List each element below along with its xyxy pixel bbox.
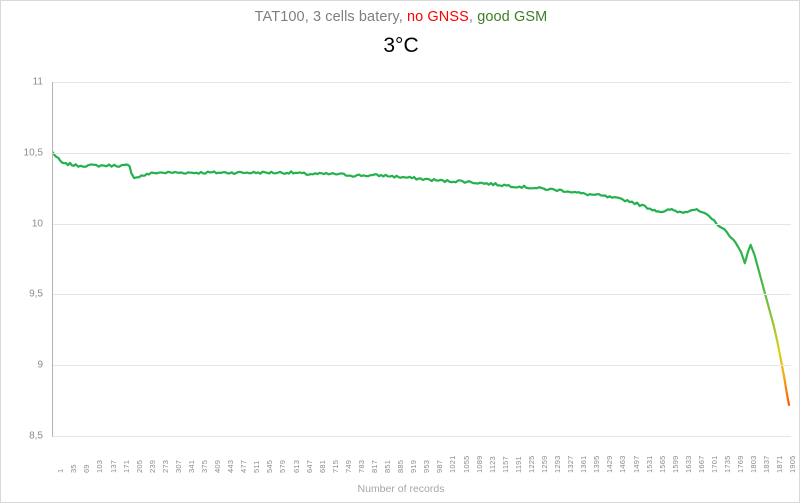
y-axis-line	[52, 82, 53, 437]
x-axis-tick-label: 239	[147, 459, 157, 473]
gridline	[53, 436, 791, 437]
x-axis-tick-label: 1599	[670, 455, 680, 474]
x-axis-tick-label: 1701	[709, 455, 719, 474]
x-axis-tick-label: 1871	[775, 455, 785, 474]
x-axis-tick-label: 1463	[618, 455, 628, 474]
gridline	[53, 152, 791, 154]
x-axis-tick-label: 103	[95, 459, 105, 473]
x-axis-tick-label: 817	[370, 459, 379, 473]
x-axis-tick-label: 953	[422, 459, 432, 473]
gridline	[53, 82, 791, 83]
x-axis-tick-label: 1565	[657, 455, 667, 474]
x-axis-tick-label: 1361	[579, 455, 589, 474]
chart-title: TAT100, 3 cells batery, no GNSS, good GS…	[1, 9, 800, 25]
y-axis-tick-label: 8,5	[29, 430, 43, 442]
x-axis-tick-labels: 1 35 69 103 137 171 205 239 273 307 341 375 409 443 47…	[53, 439, 797, 475]
x-axis-tick-label: 477	[239, 459, 249, 473]
x-axis-tick-label: 1667	[696, 455, 706, 474]
x-axis-tick-label: 919	[409, 459, 419, 473]
x-axis-tick-label: 171	[121, 459, 131, 473]
x-axis-tick-label: 749	[343, 459, 353, 473]
x-axis-tick-label: 681	[317, 459, 327, 473]
x-axis-tick-label: 885	[396, 459, 406, 473]
x-axis-tick-label: 1395	[592, 455, 602, 474]
x-axis-tick-label: 1531	[644, 455, 654, 474]
x-axis-tick-label: 443	[226, 459, 236, 473]
x-axis-title: Number of records	[357, 483, 445, 495]
x-axis-tick-label: 987	[435, 459, 445, 473]
x-axis-tick-label: 715	[330, 459, 340, 473]
x-axis-tick-label: 511	[252, 460, 262, 473]
x-axis-tick-label: 851	[383, 459, 393, 473]
gridline	[53, 223, 791, 225]
chart-subtitle-temperature: 3°C	[383, 34, 419, 57]
x-axis-tick-label: 783	[356, 459, 366, 473]
x-axis-tick-label: 1429	[605, 455, 615, 474]
title-segment-device: TAT100, 3 cells batery,	[254, 9, 407, 25]
x-axis-tick-label: 137	[108, 459, 118, 473]
x-axis-tick-label: 1089	[474, 455, 484, 474]
x-axis-tick-label: 647	[304, 459, 314, 473]
x-axis-tick-label: 1769	[736, 455, 746, 474]
x-axis-tick-label: 409	[213, 459, 223, 473]
title-segment-gnss: no GNSS	[406, 9, 469, 25]
voltage-series-line	[53, 151, 791, 406]
y-axis-tick-label: 10,5	[23, 147, 43, 159]
x-axis-tick-label: 579	[278, 459, 288, 473]
x-axis-tick-label: 1191	[513, 456, 523, 473]
x-axis-tick-label: 1055	[461, 455, 471, 474]
x-axis-tick-label: 1	[56, 468, 66, 473]
x-axis-tick-label: 341	[186, 459, 196, 473]
x-axis-tick-label: 273	[160, 459, 170, 473]
y-axis-tick-label: 9	[37, 359, 43, 371]
title-segment-gsm: good GSM	[477, 9, 548, 25]
y-axis-tick-label: 10	[31, 218, 43, 230]
x-axis-tick-label: 1259	[539, 455, 549, 474]
x-axis-tick-label: 1157	[500, 456, 510, 473]
x-axis-tick-label: 1905	[788, 455, 798, 474]
x-axis-tick-label: 69	[82, 464, 92, 473]
x-axis-tick-label: 1837	[762, 455, 772, 474]
x-axis-tick-label: 1123	[487, 456, 497, 473]
x-axis-tick-label: 1633	[683, 455, 693, 474]
x-axis-tick-label: 35	[69, 464, 79, 473]
y-axis-tick-label: 11	[32, 76, 43, 88]
x-axis-tick-label: 1021	[448, 455, 458, 474]
gridline	[53, 294, 791, 296]
title-segment-separator: ,	[468, 9, 478, 25]
x-axis-tick-label: 375	[200, 459, 210, 473]
x-axis-tick-label: 1327	[566, 455, 576, 474]
x-axis-tick-label: 1803	[749, 455, 759, 474]
x-axis-tick-label: 1735	[723, 455, 733, 474]
plot-area	[53, 82, 791, 437]
x-axis-tick-label: 205	[134, 459, 144, 473]
y-axis-tick-label: 9,5	[29, 288, 43, 300]
gridline	[53, 365, 791, 367]
x-axis-tick-label: 1225	[526, 455, 536, 474]
x-axis-tick-label: 307	[173, 459, 183, 473]
x-axis-tick-label: 1497	[631, 455, 641, 474]
x-axis-tick-label: 613	[291, 459, 301, 473]
x-axis-tick-label: 1293	[553, 455, 563, 474]
x-axis-tick-label: 545	[265, 459, 275, 473]
